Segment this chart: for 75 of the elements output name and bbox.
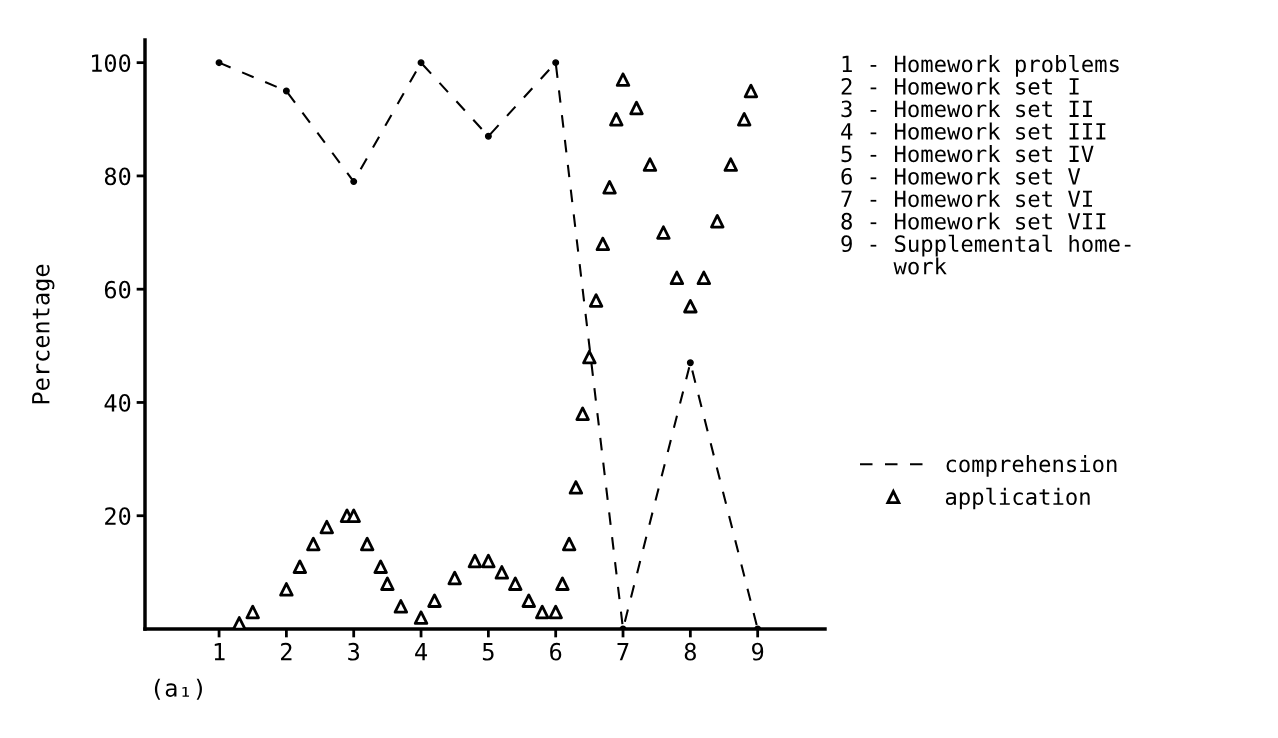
legend-label: comprehension: [946, 455, 1117, 477]
point: [232, 616, 247, 629]
x-tick-label: 7: [617, 643, 629, 661]
x-tick-label: 4: [415, 643, 428, 661]
y-tick-label: 80: [104, 167, 131, 186]
point: [417, 59, 425, 67]
point: [568, 480, 584, 495]
point: [552, 59, 560, 67]
point: [484, 132, 492, 140]
point: [508, 576, 523, 591]
legend-label: application: [945, 487, 1090, 510]
point: [582, 349, 597, 365]
point: [686, 359, 694, 367]
point: [602, 180, 617, 195]
point: [548, 604, 563, 620]
point: [683, 298, 698, 314]
text: 9 - Supplemental home- work: [841, 234, 1131, 275]
point: [427, 593, 442, 608]
point: [588, 293, 604, 308]
point: [393, 599, 409, 614]
point: [555, 576, 570, 591]
point: [575, 406, 590, 421]
text: (a₁): [154, 678, 202, 700]
text: 5 - Homework set IV: [841, 145, 1094, 163]
text: 6 - Homework set V: [841, 167, 1081, 185]
x-tick-label: 2: [281, 642, 292, 661]
y-tick-label: 100: [92, 54, 131, 73]
point: [359, 536, 375, 552]
point: [561, 536, 577, 552]
y-tick-label: 20: [105, 507, 131, 526]
point: [292, 559, 308, 574]
text: 2 - Homework set I: [841, 77, 1079, 95]
point: [350, 178, 358, 186]
point: [535, 604, 550, 620]
point: [615, 72, 631, 87]
point: [737, 112, 752, 127]
point: [629, 100, 644, 116]
point: [595, 236, 611, 252]
text: 3 - Homework set II: [841, 100, 1092, 118]
point: [380, 576, 395, 591]
point: [346, 508, 361, 523]
x-tick-label: 8: [684, 642, 696, 661]
text: 1 - Homework problems: [842, 55, 1119, 77]
y-axis-title: Percentage: [32, 264, 55, 404]
x-tick-label: 1: [214, 643, 225, 661]
text: 7 - Homework set VI: [841, 189, 1092, 208]
point: [743, 83, 759, 99]
point: [723, 157, 738, 172]
point: [642, 157, 658, 172]
point: [447, 570, 462, 586]
y-tick-label: 60: [104, 280, 131, 299]
point: [245, 604, 260, 620]
point: [521, 593, 536, 608]
point: [481, 553, 496, 569]
point: [282, 87, 290, 95]
point: [306, 536, 321, 552]
point: [279, 582, 294, 597]
y-tick-label: 40: [104, 393, 131, 412]
point: [609, 112, 624, 127]
point: [494, 565, 510, 580]
x-tick-label: 9: [752, 642, 764, 661]
point: [373, 559, 388, 574]
point: [696, 270, 712, 286]
text: 8 - Homework set VII: [841, 212, 1106, 230]
text: 4 - Homework set III: [841, 122, 1106, 140]
point: [319, 519, 334, 535]
point: [413, 610, 429, 625]
point: [656, 225, 671, 240]
point: [467, 553, 483, 569]
x-tick-label: 6: [550, 642, 562, 661]
point: [669, 270, 685, 286]
point: [215, 59, 223, 67]
x-tick-label: 3: [348, 642, 360, 661]
x-tick-label: 5: [482, 643, 494, 661]
point: [710, 214, 725, 229]
